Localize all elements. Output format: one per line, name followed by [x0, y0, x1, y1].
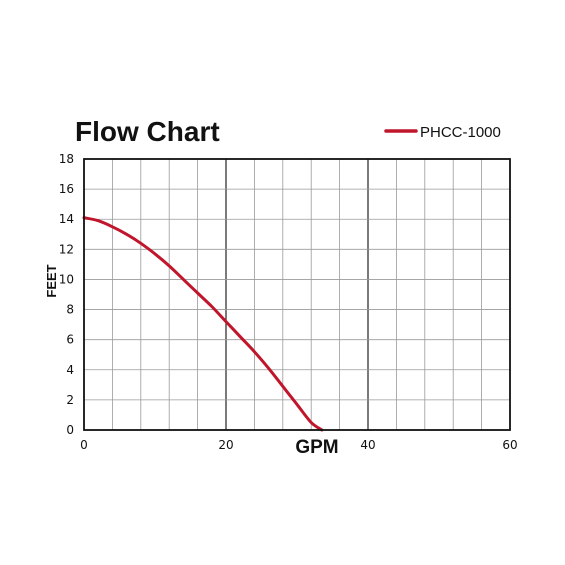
- y-tick-label: 4: [66, 363, 74, 377]
- y-tick-label: 6: [66, 333, 74, 347]
- x-axis-label: GPM: [295, 437, 338, 458]
- y-axis-label: FEET: [44, 264, 59, 297]
- series-layer: [82, 216, 324, 432]
- y-tick-label: 16: [59, 182, 74, 196]
- series-line-phcc-1000: [82, 216, 324, 432]
- x-tick-label: 0: [80, 438, 88, 452]
- x-tick-label: 20: [218, 438, 233, 452]
- y-tick-label: 12: [59, 242, 74, 256]
- x-axis-ticks: 0 20 40 60: [80, 438, 517, 452]
- grid: [84, 159, 510, 430]
- x-tick-label: 40: [360, 438, 375, 452]
- y-tick-label: 14: [59, 212, 74, 226]
- y-tick-label: 18: [59, 152, 74, 166]
- y-tick-label: 2: [66, 393, 74, 407]
- y-axis-ticks: 0 2 4 6 8 10 12 14 16 18: [59, 152, 74, 437]
- chart-title: Flow Chart: [75, 116, 220, 147]
- y-tick-label: 10: [59, 272, 74, 286]
- legend: PHCC-1000: [384, 124, 501, 141]
- y-tick-label: 8: [66, 303, 74, 317]
- x-tick-label: 60: [502, 438, 517, 452]
- plot-frame: [83, 158, 511, 431]
- legend-label-phcc-1000: PHCC-1000: [420, 124, 501, 141]
- y-tick-label: 0: [66, 423, 74, 437]
